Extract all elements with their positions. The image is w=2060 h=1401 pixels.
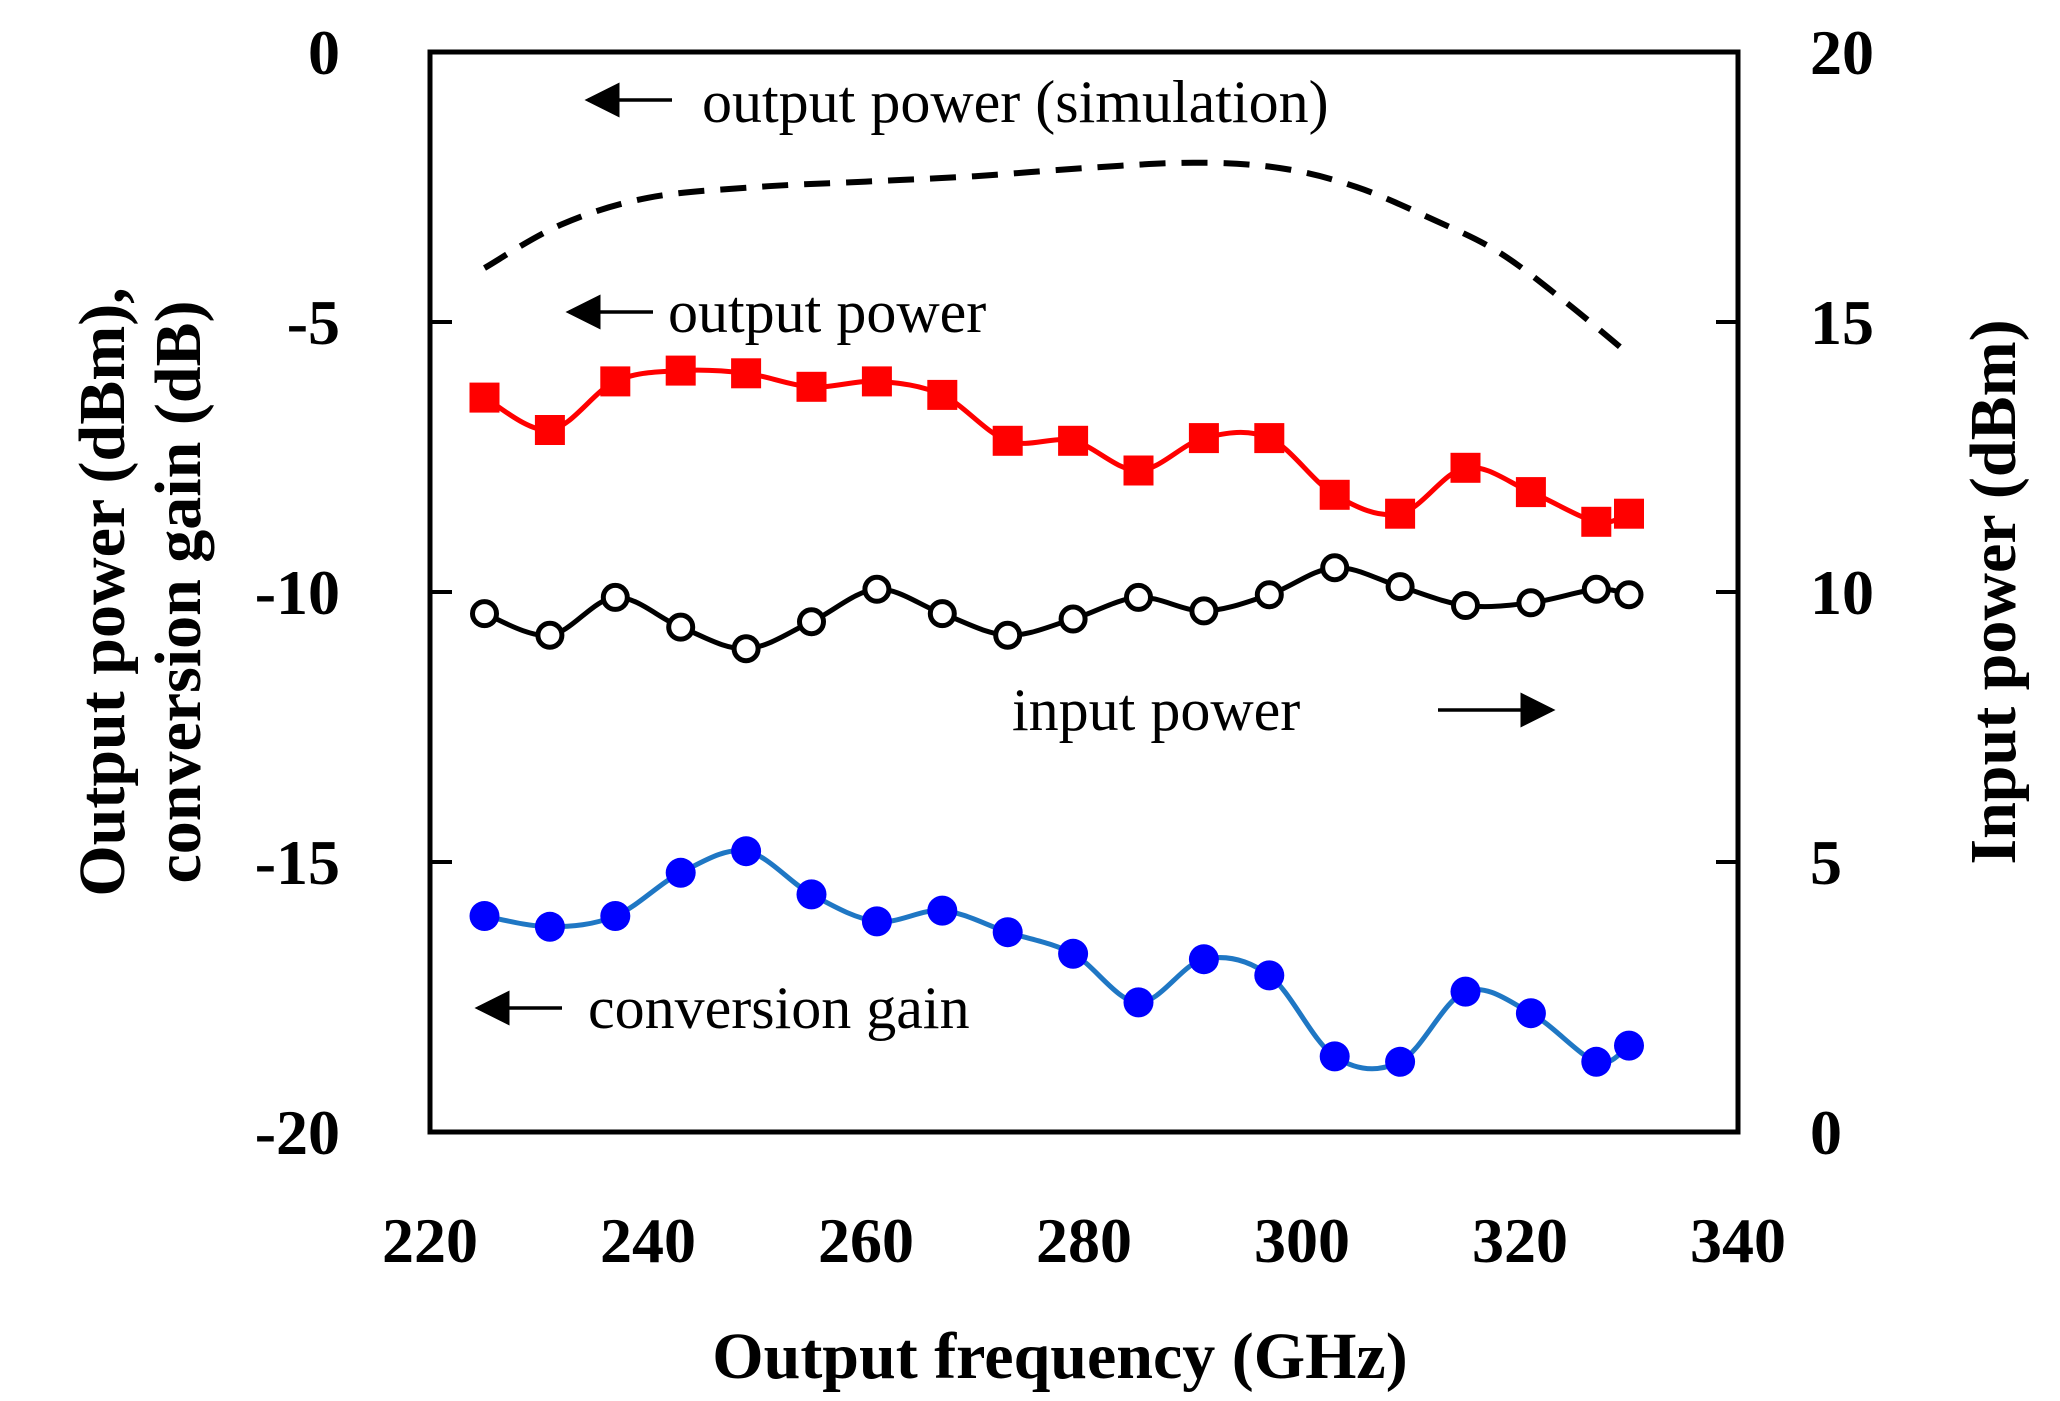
data-point-conversion-gain [1188,944,1219,975]
data-point-input-power [1385,572,1415,602]
data-point-output-power [1515,477,1546,508]
series-layer [469,159,1644,1077]
y-left-tick-label: -15 [255,827,340,898]
data-point-output-power [1188,423,1219,454]
data-point-input-power [470,599,499,629]
data-point-conversion-gain [1515,998,1546,1029]
data-point-conversion-gain [1385,1046,1416,1077]
data-point-input-power [1254,580,1284,610]
data-point-conversion-gain [534,911,565,942]
data-point-conversion-gain [469,901,500,931]
x-tick-label: 240 [600,1205,696,1276]
y-left-axis-title-line2: conversion gain (dB) [142,300,215,883]
x-tick-label: 320 [1472,1205,1568,1276]
data-point-input-power [666,612,696,642]
data-point-input-power [993,620,1023,650]
data-point-input-power [1124,582,1153,612]
data-point-conversion-gain [992,917,1023,948]
data-point-output-power [1581,506,1612,537]
data-point-conversion-gain [1058,938,1089,969]
data-point-input-power [927,599,957,629]
data-point-input-power [1451,591,1480,620]
y-right-tick-label: 15 [1810,287,1874,358]
series-line-output-power-simulation- [483,159,1631,357]
data-point-output-power [1254,423,1285,454]
data-point-output-power [1614,498,1644,529]
data-point-conversion-gain [665,857,696,888]
data-point-output-power [1385,498,1416,529]
data-point-input-power [535,620,565,650]
data-point-output-power [1058,425,1089,456]
data-point-output-power [1450,452,1481,483]
data-point-output-power [1123,455,1154,486]
data-point-conversion-gain [1319,1041,1350,1072]
y-left-tick-label: -5 [287,287,340,358]
data-point-output-power [992,425,1023,456]
x-tick-label: 280 [1036,1205,1132,1276]
data-point-conversion-gain [1614,1030,1644,1061]
annotation-output-power: output power [668,279,986,345]
data-point-input-power [862,574,892,604]
data-point-input-power [797,607,826,637]
y-right-tick-label: 0 [1810,1097,1842,1168]
data-point-input-power [1581,574,1611,604]
data-point-conversion-gain [861,906,892,937]
x-tick-label: 220 [382,1205,478,1276]
data-point-conversion-gain [1123,987,1154,1018]
y-left-tick-label: -20 [255,1097,340,1168]
annotation-input-power: input power [1012,677,1300,743]
data-point-output-power [731,358,762,389]
y-right-tick-label: 20 [1810,17,1874,88]
data-point-conversion-gain [1254,960,1285,991]
y-right-tick-label: 10 [1810,557,1874,628]
y-left-tick-label: 0 [308,17,340,88]
data-point-output-power [1319,479,1350,510]
data-point-input-power [1614,580,1644,610]
data-point-output-power [665,355,696,386]
data-point-output-power [534,415,565,445]
data-point-input-power [1058,604,1088,634]
data-point-output-power [600,366,631,397]
data-point-output-power [927,379,958,410]
data-point-conversion-gain [796,879,827,910]
annotation-simulation: output power (simulation) [702,69,1329,135]
tick-layer: 220 240 260 280 300 320 340 -20 -15 -10 -5 0 0 5 10 15 2… [255,17,1874,1276]
x-tick-label: 260 [818,1205,914,1276]
y-right-axis-title: Input power (dBm) [1957,319,2030,864]
y-right-tick-label: 5 [1810,827,1842,898]
data-point-input-power [731,634,761,664]
data-point-conversion-gain [600,901,631,931]
x-tick-label: 340 [1690,1205,1786,1276]
x-tick-label: 300 [1254,1205,1350,1276]
data-point-conversion-gain [731,836,762,867]
data-point-conversion-gain [927,895,958,926]
series-line-output-power [483,367,1630,526]
data-point-input-power [1320,553,1350,583]
data-point-input-power [1516,588,1546,618]
data-point-conversion-gain [1450,976,1481,1007]
data-point-input-power [1189,596,1219,626]
y-left-axis-title-line1: Output power (dBm), [66,287,139,896]
data-point-output-power [861,366,892,397]
data-point-input-power [600,582,630,612]
x-axis-title: Output frequency (GHz) [712,1320,1407,1393]
annotation-conversion-gain: conversion gain [588,975,970,1041]
data-point-output-power [469,382,500,413]
data-point-output-power [796,371,827,402]
y-left-tick-label: -10 [255,557,340,628]
data-point-conversion-gain [1581,1046,1612,1077]
